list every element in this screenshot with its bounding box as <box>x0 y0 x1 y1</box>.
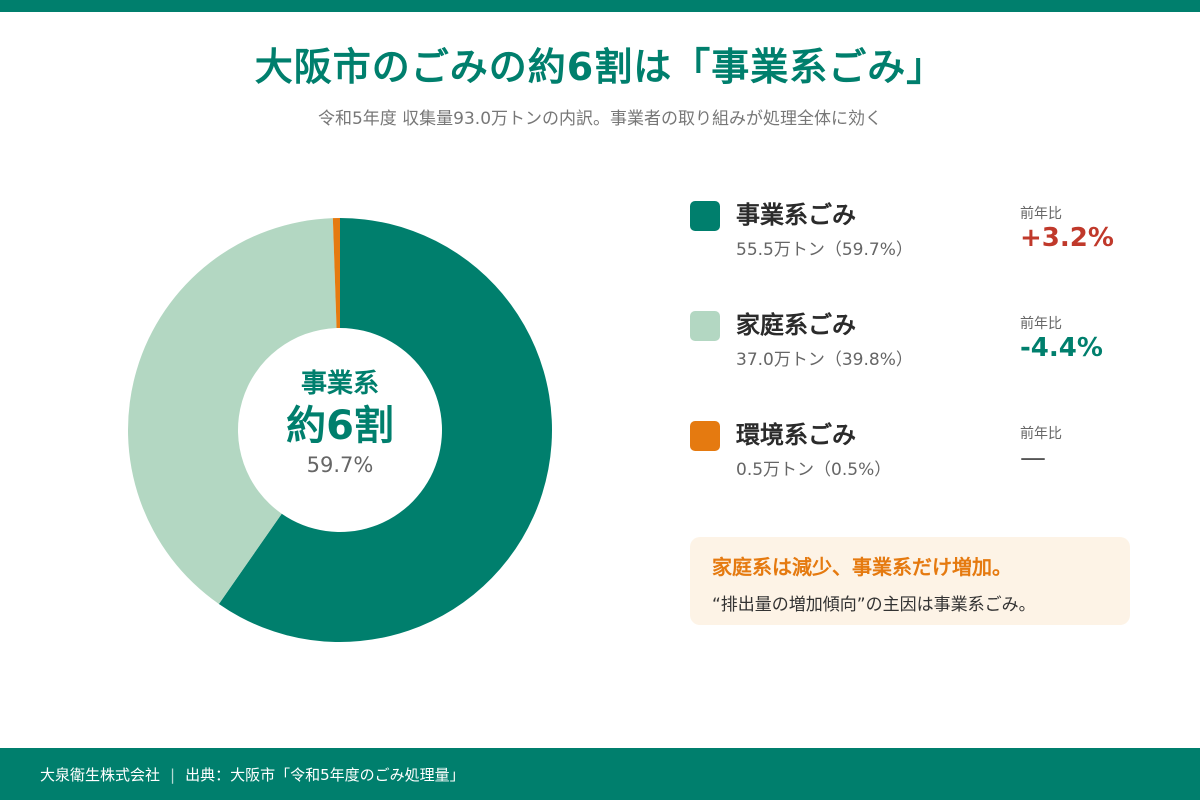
footer-source: 出典：大阪市「令和5年度のごみ処理量」 <box>185 766 465 784</box>
page-subtitle: 令和5年度 収集量93.0万トンの内訳。事業者の取り組みが処理全体に効く <box>317 109 883 129</box>
donut-chart <box>127 218 552 642</box>
legend-item-household: 家庭系ごみ 37.0万トン（39.8%） 前年比 -4.4% <box>690 305 1130 415</box>
yoy-value-household: -4.4% <box>1020 333 1103 363</box>
footer-separator: | <box>170 766 176 784</box>
slice-environment <box>332 218 340 329</box>
legend-name: 事業系ごみ <box>736 201 856 229</box>
yoy-label: 前年比 <box>1020 206 1062 222</box>
insight-note: 家庭系は減少、事業系だけ増加。 “排出量の増加傾向”の主因は事業系ごみ。 <box>690 537 1130 625</box>
center-category: 事業系 <box>300 369 379 399</box>
top-accent-bar <box>0 0 1200 12</box>
slice-household <box>127 218 337 605</box>
yoy-label: 前年比 <box>1020 426 1062 442</box>
donut-center-label: 事業系 約6割 59.7% <box>240 370 440 478</box>
legend-detail: 0.5万トン（0.5%） <box>736 460 892 480</box>
legend-swatch-household <box>690 311 720 341</box>
legend-item-environment: 環境系ごみ 0.5万トン（0.5%） 前年比 — <box>690 415 1130 525</box>
yoy-label: 前年比 <box>1020 316 1062 332</box>
legend-item-business: 事業系ごみ 55.5万トン（59.7%） 前年比 +3.2% <box>690 195 1130 305</box>
legend: 事業系ごみ 55.5万トン（59.7%） 前年比 +3.2% 家庭系ごみ 37.… <box>690 195 1130 525</box>
footer-company: 大泉衛生株式会社 <box>40 766 161 784</box>
note-headline: 家庭系は減少、事業系だけ増加。 <box>712 555 1012 579</box>
legend-detail: 55.5万トン（59.7%） <box>736 240 913 260</box>
footer: 大泉衛生株式会社 | 出典：大阪市「令和5年度のごみ処理量」 <box>0 748 1200 800</box>
yoy-value-environment: — <box>1020 443 1046 473</box>
legend-swatch-environment <box>690 421 720 451</box>
legend-detail: 37.0万トン（39.8%） <box>736 350 913 370</box>
legend-swatch-business <box>690 201 720 231</box>
note-body: “排出量の増加傾向”の主因は事業系ごみ。 <box>712 595 1036 615</box>
slice-business <box>218 218 552 642</box>
page-title: 大阪市のごみの約6割は「事業系ごみ」 <box>254 45 946 89</box>
yoy-value-business: +3.2% <box>1020 223 1114 253</box>
center-headline: 約6割 <box>286 402 394 449</box>
legend-name: 環境系ごみ <box>736 421 856 449</box>
legend-name: 家庭系ごみ <box>736 311 856 339</box>
center-percent: 59.7% <box>306 452 374 477</box>
